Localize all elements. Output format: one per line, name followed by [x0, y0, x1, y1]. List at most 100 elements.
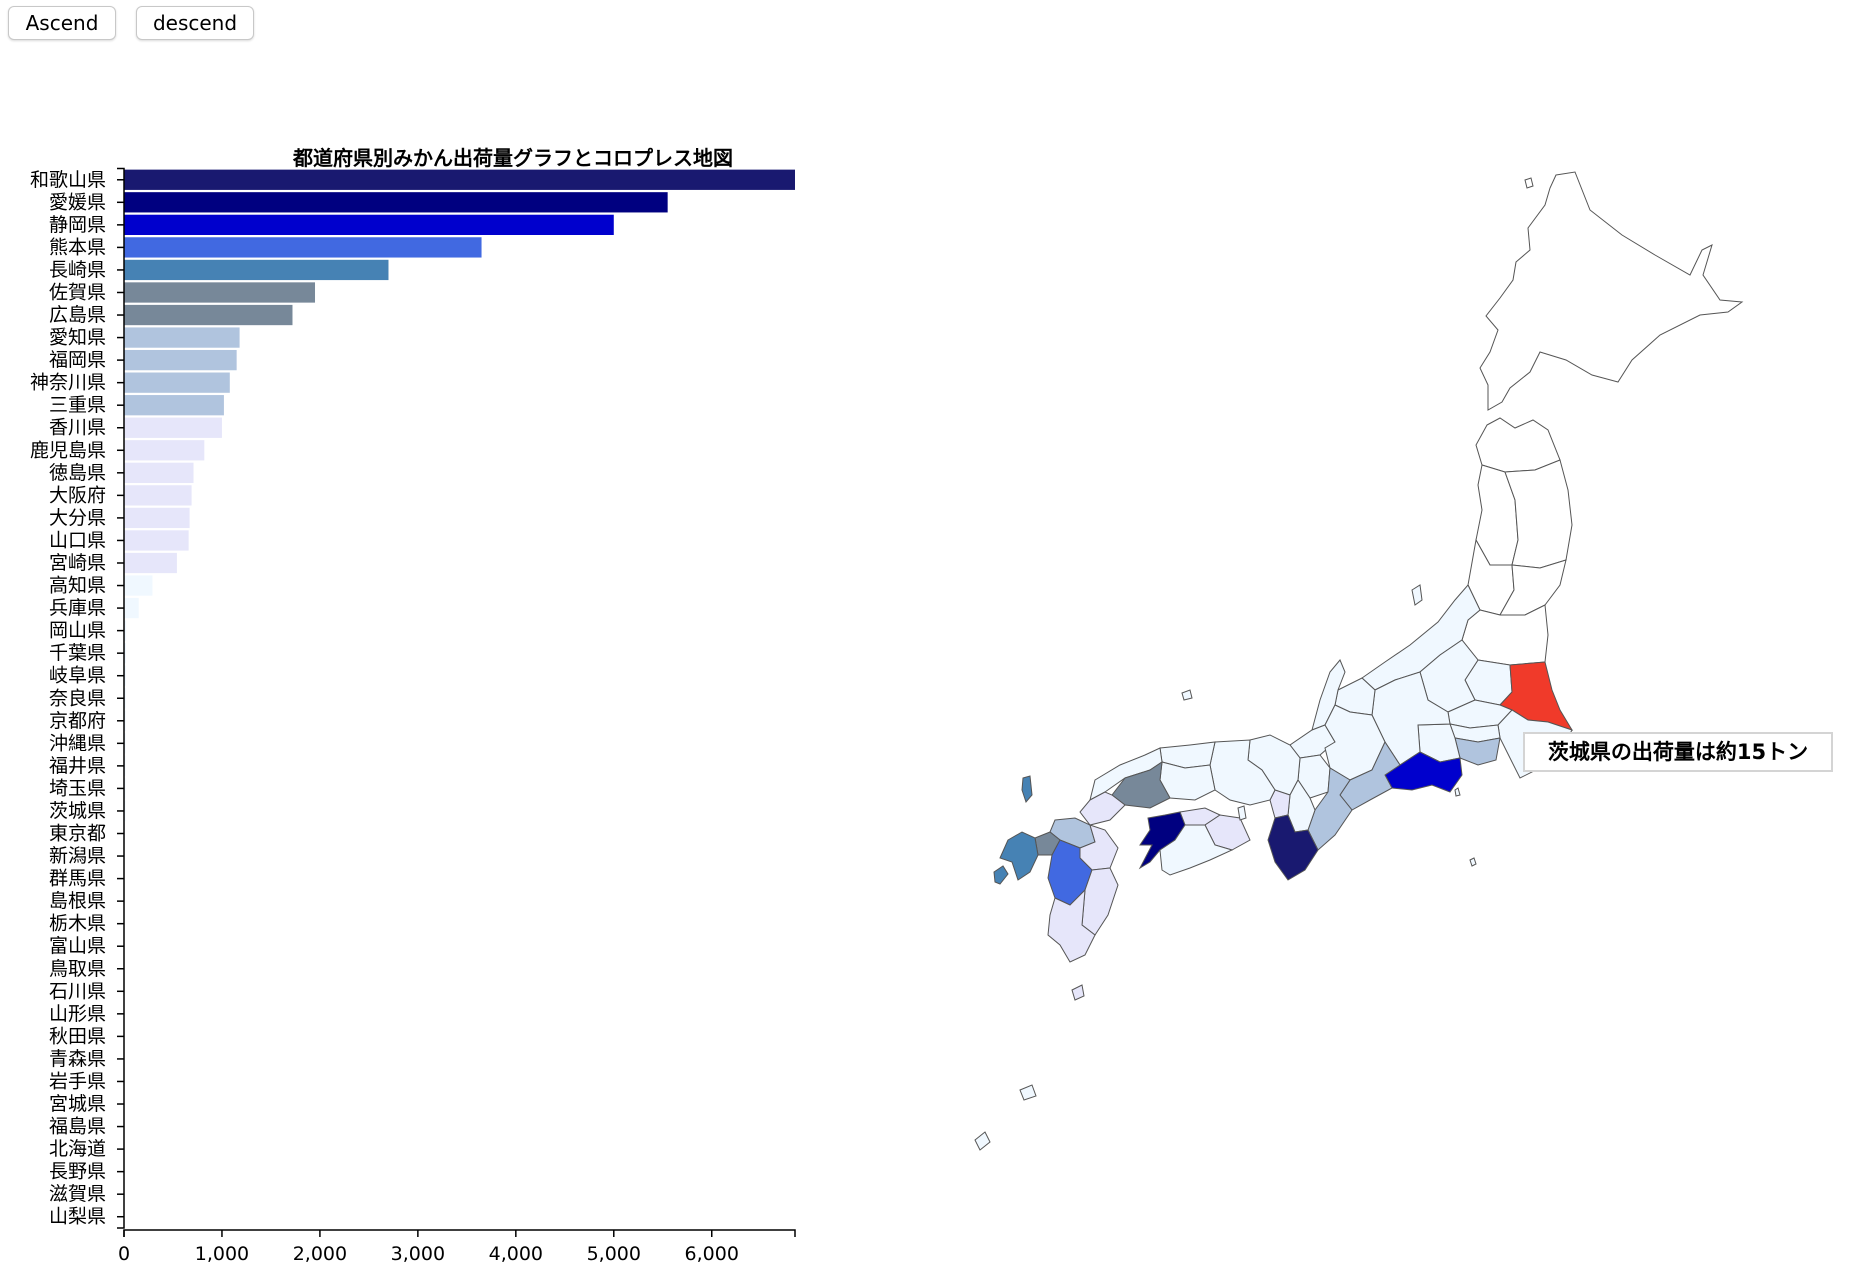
y-tick-label: 大阪府	[49, 484, 106, 506]
map-region-hokkaido[interactable]	[1479, 171, 1744, 411]
bar-千葉県[interactable]	[124, 643, 126, 664]
y-tick-label: 岩手県	[49, 1070, 106, 1092]
y-tick-label: 佐賀県	[49, 281, 106, 303]
x-tick-label: 2,000	[293, 1243, 347, 1265]
bar-大阪府[interactable]	[124, 485, 192, 506]
y-tick-label: 栃木県	[49, 913, 106, 935]
map-island-goto	[993, 865, 1009, 885]
y-tick-label: 青森県	[49, 1048, 106, 1070]
bar-香川県[interactable]	[124, 417, 222, 438]
map-island-awaji	[1237, 805, 1247, 821]
bar-高知県[interactable]	[124, 575, 153, 596]
bar-鹿児島県[interactable]	[124, 440, 205, 461]
map-region-kanagawa[interactable]	[1454, 737, 1501, 766]
map-island-tsushima	[1021, 775, 1033, 803]
x-axis-line	[123, 1229, 796, 1237]
y-tick-label: 鹿児島県	[30, 439, 106, 461]
bar-静岡県[interactable]	[124, 214, 614, 236]
map-island-tanegashima	[1071, 984, 1085, 1001]
bar-長崎県[interactable]	[124, 259, 389, 281]
bar-福岡県[interactable]	[124, 349, 237, 371]
bar-熊本県[interactable]	[124, 237, 482, 258]
bar-山口県[interactable]	[124, 530, 189, 551]
map-region-yamaguchi[interactable]	[1079, 791, 1126, 826]
y-tick-label: 愛知県	[49, 327, 106, 349]
y-tick-label: 大分県	[49, 507, 106, 529]
y-tick-label: 群馬県	[49, 868, 106, 890]
y-tick-label: 茨城県	[49, 800, 106, 822]
bar-沖縄県[interactable]	[124, 733, 126, 754]
y-tick-label: 徳島県	[49, 462, 106, 484]
bar-奈良県[interactable]	[124, 688, 126, 709]
y-tick-label: 富山県	[49, 935, 106, 957]
x-axis: 0 1,000 2,000 3,000 4,000 5,000 6,000	[118, 1229, 796, 1265]
y-tick-label: 山梨県	[49, 1206, 106, 1228]
y-axis: 和歌山県愛媛県静岡県熊本県長崎県佐賀県広島県愛知県福岡県神奈川県三重県香川県鹿児…	[30, 167, 125, 1229]
bar-和歌山県[interactable]	[124, 169, 795, 190]
x-tick-label: 0	[118, 1243, 130, 1265]
y-tick-label: 和歌山県	[30, 169, 106, 191]
bar-神奈川県[interactable]	[124, 372, 230, 393]
map-island-izu	[1454, 787, 1461, 797]
y-tick-label: 千葉県	[49, 642, 106, 664]
map-island-oki	[1181, 689, 1193, 701]
bar-岐阜県[interactable]	[124, 665, 126, 686]
y-tick-label: 高知県	[49, 575, 106, 597]
bar-岡山県[interactable]	[124, 620, 127, 641]
map-region-nagasaki[interactable]	[999, 831, 1039, 881]
bars-layer	[124, 169, 795, 979]
y-tick-label: 山形県	[49, 1003, 106, 1025]
map-region-ehime[interactable]	[1138, 811, 1186, 870]
y-tick-label: 北海道	[49, 1138, 106, 1160]
y-tick-label: 香川県	[49, 417, 106, 439]
x-tick-label: 5,000	[587, 1243, 641, 1265]
y-tick-label: 兵庫県	[49, 597, 106, 619]
y-tick-label: 長崎県	[49, 259, 106, 281]
map-island-rishiri	[1524, 177, 1534, 189]
bar-広島県[interactable]	[124, 304, 293, 326]
map-region-kochi[interactable]	[1159, 824, 1234, 876]
y-tick-label: 宮城県	[49, 1093, 106, 1115]
x-tick-label: 4,000	[489, 1243, 543, 1265]
descend-button[interactable]: descend	[136, 6, 254, 40]
y-tick-label: 奈良県	[49, 687, 106, 709]
bar-愛知県[interactable]	[124, 327, 240, 348]
ascend-button[interactable]: Ascend	[8, 6, 116, 40]
y-tick-label: 福島県	[49, 1116, 106, 1138]
map-region-kagoshima[interactable]	[1047, 888, 1096, 963]
bar-愛媛県[interactable]	[124, 192, 668, 213]
map-region-wakayama[interactable]	[1267, 814, 1319, 881]
y-tick-label: 熊本県	[49, 236, 106, 258]
y-tick-label: 埼玉県	[49, 777, 106, 799]
y-tick-label: 神奈川県	[30, 372, 106, 394]
y-tick-label: 秋田県	[49, 1025, 106, 1047]
japan-choropleth-map	[974, 171, 1744, 1151]
y-tick-label: 静岡県	[49, 214, 106, 236]
bar-徳島県[interactable]	[124, 462, 194, 483]
x-tick-label: 3,000	[391, 1243, 445, 1265]
map-island-hachijo	[1469, 857, 1477, 867]
bar-京都府[interactable]	[124, 710, 126, 731]
bar-兵庫県[interactable]	[124, 597, 139, 619]
bar-宮崎県[interactable]	[124, 552, 177, 574]
bar-大分県[interactable]	[124, 507, 190, 529]
bar-佐賀県[interactable]	[124, 282, 316, 303]
map-region-aomori[interactable]	[1475, 417, 1561, 473]
bar-三重県[interactable]	[124, 395, 224, 416]
y-tick-label: 岡山県	[49, 620, 106, 642]
map-island-amami	[1019, 1084, 1037, 1101]
y-tick-label: 鳥取県	[49, 958, 106, 980]
sort-toolbar: Ascend descend	[8, 6, 254, 40]
y-tick-label: 宮崎県	[49, 552, 106, 574]
chart-title: 都道府県別みかん出荷量グラフとコロプレス地図	[292, 146, 733, 170]
y-tick-label: 福岡県	[49, 349, 106, 371]
map-island-okinawa	[974, 1131, 991, 1151]
y-tick-label: 石川県	[49, 980, 106, 1002]
y-tick-label: 三重県	[49, 394, 106, 416]
y-tick-label: 東京都	[49, 823, 106, 845]
y-tick-label: 福井県	[49, 755, 106, 777]
y-tick-label: 滋賀県	[49, 1183, 106, 1205]
y-tick-label: 島根県	[49, 890, 106, 912]
y-axis-line	[117, 167, 125, 1229]
